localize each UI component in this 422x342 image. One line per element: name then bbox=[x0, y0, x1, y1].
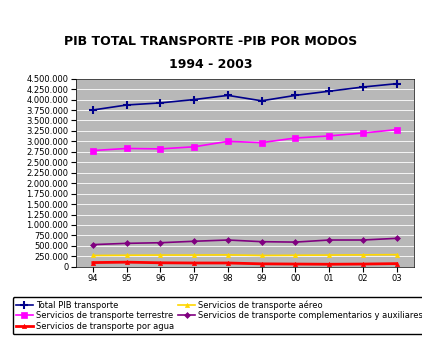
Text: PIB TOTAL TRANSPORTE -PIB POR MODOS: PIB TOTAL TRANSPORTE -PIB POR MODOS bbox=[65, 35, 357, 48]
Text: 1994 - 2003: 1994 - 2003 bbox=[169, 58, 253, 71]
Legend: Total PIB transporte, Servicios de transporte terrestre, Servicios de transporte: Total PIB transporte, Servicios de trans… bbox=[13, 297, 422, 334]
